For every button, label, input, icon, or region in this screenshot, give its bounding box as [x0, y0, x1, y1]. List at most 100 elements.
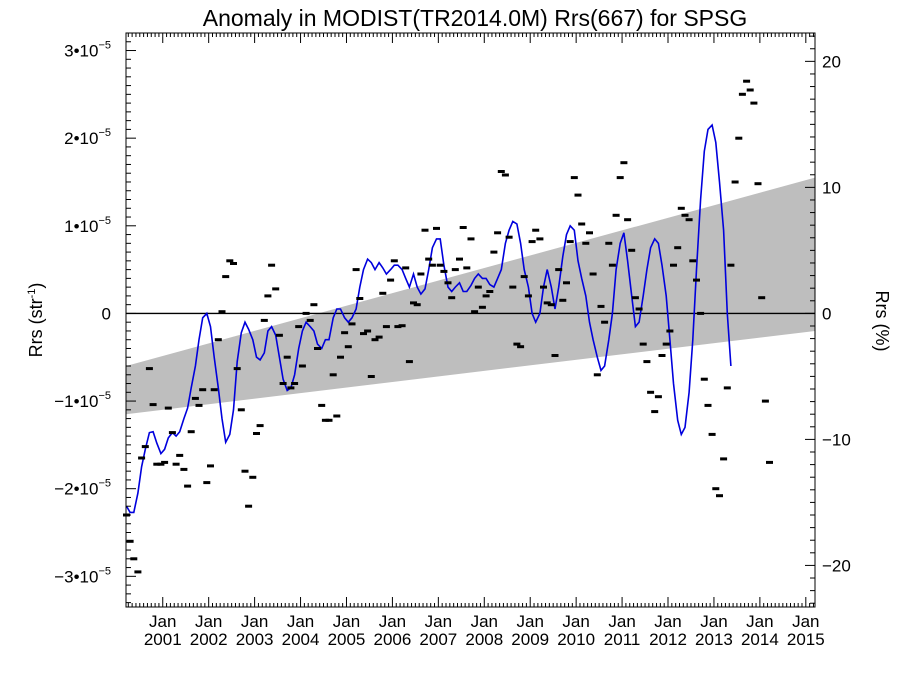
data-point — [337, 355, 344, 359]
data-point — [444, 281, 452, 285]
data-point — [513, 342, 521, 346]
data-point — [333, 414, 341, 418]
x-tick-label-month: Jan — [195, 612, 222, 631]
data-point — [153, 462, 161, 466]
data-point — [195, 403, 203, 407]
data-point — [379, 291, 387, 295]
data-point — [256, 424, 264, 428]
data-point — [241, 469, 249, 473]
y-tick-label-left: 3•10−5 — [64, 40, 111, 61]
x-tick-label-month: Jan — [425, 612, 452, 631]
data-point — [597, 304, 605, 308]
x-tick-label-year: 2012 — [649, 630, 687, 649]
data-point — [310, 303, 318, 307]
data-point — [321, 418, 329, 422]
x-tick-label-month: Jan — [746, 612, 773, 631]
data-point — [180, 467, 188, 471]
data-point — [697, 311, 705, 315]
data-point — [720, 457, 728, 461]
data-point — [685, 218, 693, 222]
data-point — [341, 331, 349, 335]
data-point — [413, 303, 421, 307]
data-point — [727, 263, 735, 267]
data-point — [478, 305, 486, 309]
data-point — [360, 332, 367, 336]
data-point — [134, 570, 142, 574]
data-point — [314, 347, 321, 350]
data-point — [440, 269, 448, 273]
x-tick-label-month: Jan — [608, 612, 635, 631]
data-point — [658, 354, 666, 357]
data-point — [700, 377, 708, 381]
y-tick-label-right: 10 — [822, 178, 841, 197]
data-point — [295, 325, 303, 329]
data-point — [651, 410, 659, 414]
data-point — [421, 228, 429, 232]
data-point — [356, 297, 364, 300]
x-tick-label-year: 2014 — [741, 630, 779, 649]
data-point — [662, 342, 670, 346]
data-point — [505, 235, 513, 239]
x-tick-label-month: Jan — [149, 612, 176, 631]
x-tick-label-year: 2015 — [787, 630, 825, 649]
data-point — [589, 272, 597, 276]
data-point — [566, 240, 574, 244]
x-tick-label-year: 2013 — [695, 630, 733, 649]
y-tick-label-left: 0 — [102, 304, 111, 323]
data-point — [758, 296, 766, 300]
data-point — [677, 206, 685, 210]
data-point — [750, 101, 758, 105]
y-tick-label-left: −1•10−5 — [54, 390, 111, 411]
data-point — [536, 237, 544, 241]
data-point — [674, 246, 682, 250]
data-point — [203, 481, 211, 485]
data-point — [574, 193, 582, 197]
data-point — [517, 345, 525, 349]
y-tick-label-left: 2•10−5 — [64, 127, 111, 148]
data-point — [405, 360, 413, 364]
data-point — [207, 464, 214, 468]
data-point — [731, 180, 739, 184]
data-point — [540, 285, 547, 289]
data-point — [344, 345, 352, 349]
data-point — [639, 342, 647, 346]
x-tick-label-year: 2009 — [511, 630, 549, 649]
data-point — [712, 487, 720, 491]
data-point — [302, 311, 310, 315]
data-point — [283, 355, 291, 359]
x-tick-label-year: 2004 — [282, 630, 320, 649]
data-point — [367, 375, 375, 378]
x-tick-label-month: Jan — [517, 612, 544, 631]
data-point — [275, 333, 283, 337]
data-point — [245, 504, 253, 508]
data-point — [509, 285, 517, 289]
data-point — [184, 484, 192, 488]
data-point — [635, 307, 643, 311]
data-point — [253, 432, 260, 435]
x-tick-label-year: 2011 — [604, 630, 641, 649]
data-point — [494, 231, 502, 235]
data-point — [497, 170, 505, 173]
data-point — [620, 161, 628, 165]
x-tick-label-year: 2006 — [373, 630, 411, 649]
data-point — [766, 460, 773, 464]
data-point — [425, 257, 433, 261]
data-point — [628, 248, 636, 252]
data-point — [570, 176, 578, 180]
chart-title: Anomaly in MODIST(TR2014.0M) Rrs(667) fo… — [203, 5, 747, 31]
axes: Jan2001Jan2002Jan2003Jan2004Jan2005Jan20… — [54, 33, 851, 649]
data-point — [555, 268, 563, 272]
data-point — [474, 285, 482, 289]
data-point — [647, 390, 655, 394]
x-tick-label-year: 2010 — [557, 630, 595, 649]
data-point — [130, 557, 138, 561]
data-point — [459, 226, 467, 229]
data-point — [708, 432, 716, 436]
data-point — [149, 403, 157, 407]
data-point — [168, 431, 176, 435]
y-tick-label-left: −3•10−5 — [54, 565, 111, 586]
data-point — [279, 382, 287, 385]
y-tick-label-left: 1•10−5 — [64, 215, 111, 236]
data-point — [501, 173, 509, 177]
